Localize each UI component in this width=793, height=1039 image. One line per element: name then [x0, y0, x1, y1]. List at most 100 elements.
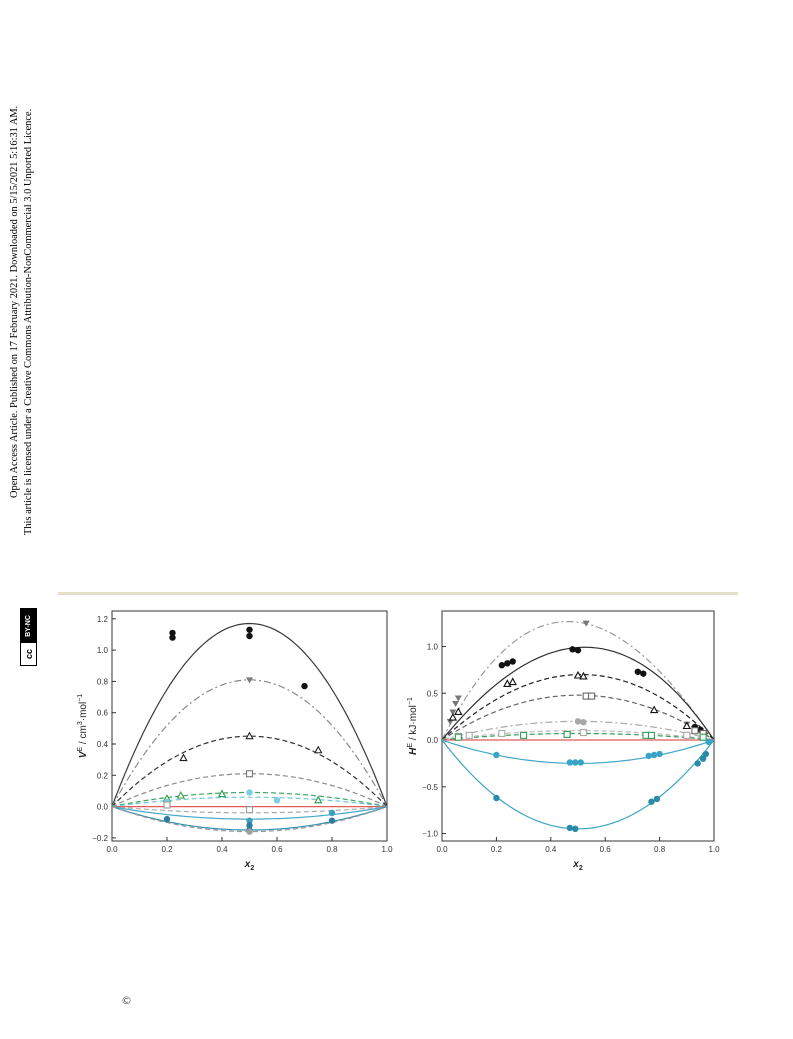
y-tick-label: 0.0: [427, 736, 439, 745]
y-tick-label: −1.0: [422, 830, 438, 839]
chart-excess-enthalpy: 0.0 0.2 0.4 0.6 0.8 1.0 −1.0 −0.5 0.0 0.5 1.0 x2 HE …: [407, 610, 720, 872]
data-point-k: [246, 828, 253, 835]
data-point-g: [563, 730, 571, 738]
data-point-c: [508, 677, 517, 686]
data-point-i: [493, 751, 500, 759]
data-point-a: [169, 634, 176, 641]
y-tick-label: 0.0: [97, 803, 109, 812]
series-curve-f: [442, 730, 714, 741]
data-point-i: [650, 751, 658, 759]
data-point-b: [574, 647, 582, 654]
data-point-i: [328, 809, 336, 817]
data-point-f: [246, 789, 253, 796]
series-curve-g: [442, 732, 714, 741]
data-point-i: [705, 738, 712, 746]
data-point-j: [572, 825, 579, 833]
data-point-f: [465, 731, 473, 739]
data-point-j: [566, 824, 574, 832]
y-tick-label: 0.6: [97, 709, 109, 718]
data-point-j: [328, 817, 336, 824]
data-point-i: [645, 752, 652, 760]
plot-frame: [111, 610, 388, 842]
data-point-f: [683, 731, 691, 739]
publication-note: Open Access Article. Published on 17 Feb…: [9, 105, 20, 498]
y-tick-label: 0.5: [427, 689, 439, 698]
y-tick-label: −0.5: [422, 783, 438, 792]
data-point-c: [579, 671, 588, 680]
data-point-g: [454, 733, 462, 741]
data-point-d: [691, 727, 699, 735]
data-point-a: [169, 629, 176, 637]
x-axis-label: x2: [572, 859, 583, 872]
data-point-f: [498, 729, 506, 738]
data-point-c: [448, 712, 458, 721]
x-tick-label: 0.0: [106, 845, 118, 854]
data-point-e: [580, 719, 587, 726]
data-point-h: [163, 801, 171, 809]
data-point-d: [245, 770, 254, 778]
data-point-a: [246, 626, 253, 633]
series-curve-d: [442, 694, 714, 741]
data-point-j: [702, 750, 710, 758]
data-point-e: [176, 790, 185, 799]
x-axis-label: x2: [244, 859, 255, 872]
data-point-g: [520, 731, 528, 739]
x-tick-label: 1.0: [381, 845, 393, 854]
data-point-h: [245, 806, 254, 814]
x-tick-label: 0.6: [600, 845, 612, 854]
data-point-i: [577, 759, 584, 766]
data-point-j: [163, 815, 171, 823]
data-point-a: [449, 709, 457, 716]
series-curve-d: [112, 773, 387, 808]
data-point-g: [699, 733, 707, 741]
data-point-b: [640, 670, 647, 677]
data-point-j: [694, 760, 701, 767]
header-rule: [58, 592, 738, 595]
y-tick-label: 1.0: [427, 643, 439, 652]
data-point-b: [509, 658, 516, 665]
y-axis-label: VE / cm3·mol−1: [77, 694, 89, 758]
x-tick-label: 0.8: [654, 845, 666, 854]
data-point-j: [246, 822, 253, 829]
data-point-a: [454, 695, 462, 702]
copyright-symbol: ©: [121, 994, 132, 1007]
data-point-f: [579, 728, 587, 737]
y-tick-label: 0.2: [97, 771, 109, 780]
data-point-i: [656, 750, 663, 758]
y-tick-label: 0.8: [97, 677, 109, 686]
y-axis-label: HE / kJ·mol−1: [407, 697, 419, 755]
data-point-i: [246, 817, 253, 824]
data-point-d: [588, 692, 596, 700]
data-point-c: [179, 753, 188, 762]
series-curve-f: [112, 796, 387, 808]
x-tick-label: 0.4: [216, 845, 228, 854]
data-point-c: [245, 731, 254, 740]
data-point-c: [573, 670, 583, 679]
data-point-a: [582, 620, 590, 627]
x-tick-label: 0.2: [491, 845, 503, 854]
data-point-c: [682, 721, 692, 730]
y-tick-label: 1.0: [97, 646, 109, 655]
y-tick-label: 0.4: [97, 740, 109, 749]
data-point-b: [504, 660, 511, 667]
data-point-b: [246, 677, 253, 684]
cc-license-badge[interactable]: cc BY-NC: [20, 608, 37, 666]
x-tick-label: 0.8: [326, 845, 338, 854]
data-point-a: [452, 701, 460, 708]
x-tick-label: 0.2: [161, 845, 173, 854]
cc-icon: cc: [21, 643, 36, 665]
series-curve-a: [112, 622, 387, 807]
data-point-j: [648, 798, 655, 805]
data-point-e: [314, 795, 323, 804]
data-point-e: [574, 718, 582, 725]
data-point-j: [699, 755, 707, 762]
data-point-j: [653, 795, 661, 803]
series-curve-a: [442, 621, 714, 741]
data-point-b: [634, 668, 642, 675]
series-curve-c: [112, 735, 387, 808]
data-point-a: [246, 632, 253, 640]
y-tick-label: 1.2: [97, 615, 109, 624]
data-point-b: [569, 646, 576, 653]
license-link[interactable]: This article is licensed under a Creativ…: [23, 108, 34, 535]
x-tick-label: 1.0: [708, 845, 720, 854]
